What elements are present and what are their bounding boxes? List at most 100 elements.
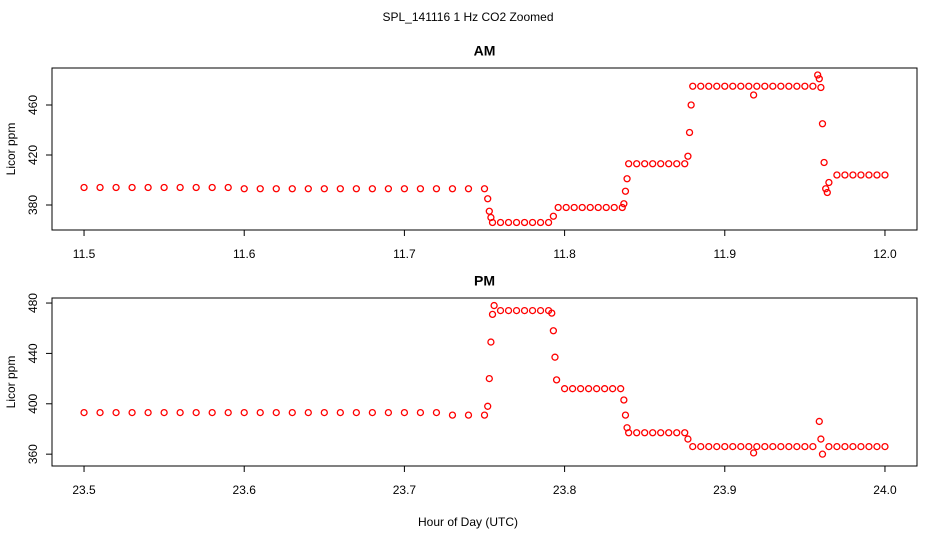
data-point	[814, 71, 822, 79]
data-point	[464, 185, 473, 193]
data-point	[705, 82, 713, 90]
data-point	[881, 442, 889, 451]
data-point	[793, 442, 801, 451]
data-point	[548, 309, 556, 317]
data-point	[304, 185, 312, 193]
data-point	[621, 187, 630, 195]
data-point	[112, 408, 120, 417]
data-point	[485, 207, 493, 215]
data-point	[689, 82, 697, 90]
data-point	[745, 82, 753, 90]
data-point	[464, 411, 473, 419]
data-point	[480, 411, 489, 419]
data-point	[620, 200, 628, 208]
data-point	[485, 374, 493, 383]
data-point	[823, 188, 831, 197]
data-point	[713, 442, 721, 451]
data-point	[809, 442, 817, 451]
x-tick-label: 11.5	[73, 247, 96, 261]
data-point	[336, 408, 344, 417]
data-point	[584, 385, 593, 393]
data-point	[320, 185, 328, 193]
data-point	[352, 185, 361, 193]
data-point	[480, 185, 489, 193]
y-tick-label: 360	[26, 444, 40, 464]
data-point	[684, 435, 692, 443]
data-point	[849, 171, 857, 179]
data-point	[602, 203, 610, 212]
data-point	[857, 442, 865, 451]
data-point	[705, 442, 713, 451]
y-tick-label: 480	[26, 293, 40, 313]
data-point	[320, 408, 328, 417]
data-point	[777, 442, 785, 451]
data-point	[551, 353, 559, 361]
data-point	[649, 429, 657, 437]
data-point	[400, 408, 409, 417]
data-point	[745, 442, 753, 451]
data-point	[721, 82, 729, 90]
data-point	[496, 306, 505, 315]
data-point	[416, 185, 425, 193]
data-point	[641, 160, 649, 168]
data-point	[865, 171, 873, 179]
data-point	[504, 218, 513, 227]
plot-frame	[51, 67, 918, 231]
data-point	[562, 203, 570, 212]
data-point	[224, 408, 232, 417]
data-point	[820, 158, 828, 167]
data-point	[641, 429, 649, 437]
x-tick-label: 11.8	[553, 247, 576, 261]
data-point	[528, 218, 537, 227]
data-point	[368, 185, 377, 193]
y-tick-label: 420	[26, 145, 40, 165]
data-point	[520, 218, 529, 227]
data-point	[600, 385, 609, 393]
data-point	[697, 442, 705, 451]
data-point	[801, 442, 809, 451]
data-point	[554, 203, 562, 212]
data-point	[400, 185, 409, 193]
data-point	[721, 442, 729, 451]
data-point	[761, 442, 769, 451]
data-point	[448, 185, 457, 193]
data-point	[144, 183, 152, 192]
data-point	[96, 408, 104, 417]
data-point	[793, 82, 801, 90]
data-point	[833, 171, 841, 179]
data-point	[857, 171, 865, 179]
data-point	[578, 203, 586, 212]
data-point	[822, 185, 830, 193]
data-point	[576, 385, 585, 393]
y-axis-label: Licor ppm	[4, 356, 18, 409]
data-point	[815, 417, 823, 426]
data-point	[128, 183, 136, 192]
data-point	[873, 171, 881, 179]
y-tick-label: 400	[26, 393, 40, 413]
data-point	[749, 91, 758, 99]
data-point	[568, 385, 577, 393]
data-point	[657, 429, 665, 437]
data-point	[809, 82, 817, 90]
data-point	[817, 435, 825, 443]
data-point	[484, 402, 492, 410]
data-point	[681, 160, 689, 168]
x-tick-label: 23.9	[713, 483, 737, 497]
data-point	[753, 442, 761, 451]
x-tick-label: 23.5	[72, 483, 96, 497]
plot-frame	[51, 297, 918, 467]
data-point	[192, 408, 200, 417]
data-point	[687, 101, 695, 109]
data-point	[825, 442, 833, 451]
data-point	[697, 82, 705, 90]
data-point	[384, 408, 393, 417]
data-point	[484, 195, 492, 203]
data-point	[825, 178, 833, 187]
data-point	[841, 171, 849, 179]
data-point	[649, 160, 657, 168]
panel-title: AM	[474, 43, 496, 59]
data-point	[801, 82, 809, 90]
data-point	[617, 385, 625, 393]
data-point	[144, 408, 152, 417]
data-point	[815, 75, 823, 83]
